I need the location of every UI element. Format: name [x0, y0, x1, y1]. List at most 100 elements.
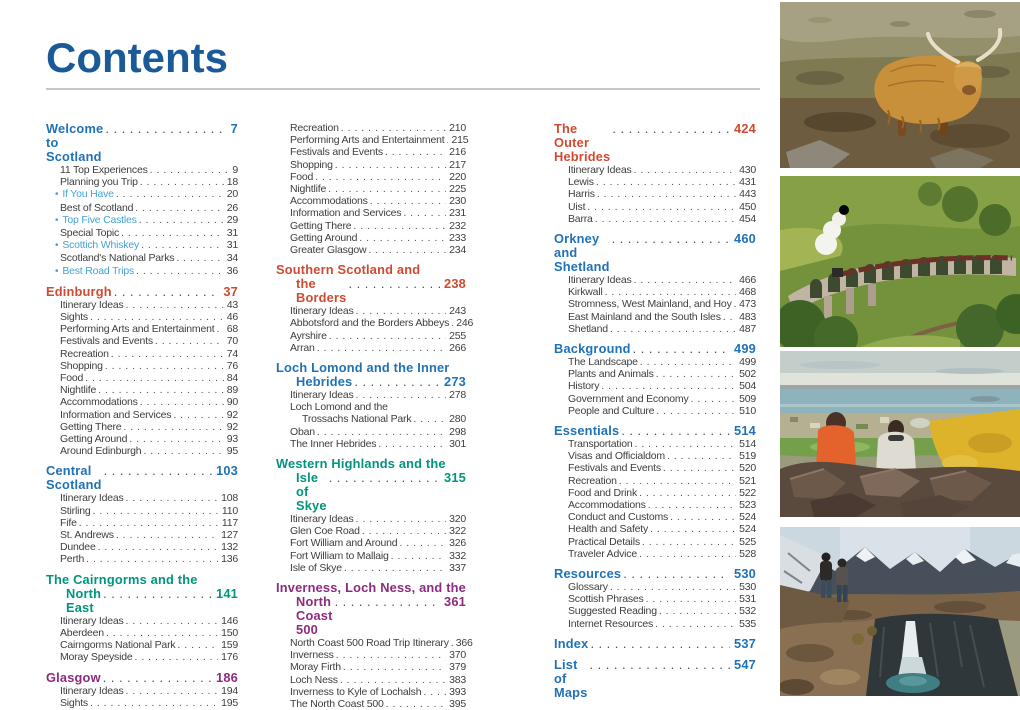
- dot-leader: [623, 567, 730, 581]
- dot-leader: [141, 239, 224, 251]
- dot-leader: [317, 342, 446, 354]
- page-number: 460: [734, 231, 756, 247]
- entry-label: Planning you Trip: [60, 176, 138, 189]
- page-number: 194: [221, 684, 238, 697]
- entry-label: Fort William and Around: [290, 537, 398, 550]
- toc-entry: Government and Economy 509: [554, 393, 756, 405]
- toc-entry-continuation: Trossachs National Park 280: [276, 413, 466, 425]
- toc-entry: Barra 454: [554, 213, 756, 225]
- page-number: 231: [449, 207, 466, 220]
- waterfall-illustration: [780, 527, 1020, 696]
- page-number: 366: [455, 637, 473, 650]
- entry-label: Plants and Animals: [568, 368, 654, 381]
- dot-leader: [135, 202, 223, 214]
- entry-label: Health and Safety: [568, 523, 649, 536]
- dot-leader: [590, 637, 730, 651]
- dot-leader: [354, 375, 440, 389]
- dot-leader: [126, 492, 219, 504]
- toc-entry: Moray Speyside 176: [46, 651, 238, 663]
- entry-label: Suggested Reading: [568, 605, 657, 618]
- page-number: 322: [449, 525, 466, 538]
- page-number: 216: [449, 146, 466, 159]
- dot-leader: [344, 562, 446, 574]
- toc-entry: Accommodations 90: [46, 396, 238, 408]
- page-number: 519: [739, 450, 756, 463]
- entry-label: Arran: [290, 341, 315, 354]
- page-number: 535: [739, 617, 756, 630]
- toc-entry: Festivals and Events 70: [46, 335, 238, 347]
- dot-leader: [634, 274, 737, 286]
- dot-leader: [317, 426, 446, 438]
- entry-label: History: [568, 380, 600, 393]
- toc-entry: Best of Scotland 26: [46, 202, 238, 214]
- section-title: North East: [66, 585, 102, 615]
- page-number: 499: [739, 356, 756, 369]
- dot-leader: [116, 529, 218, 541]
- section-title: Resources: [554, 566, 622, 582]
- dot-leader: [446, 134, 448, 146]
- toc-entry: Inverness to Kyle of Lochalsh 393: [276, 686, 466, 698]
- toc-section-heading: Resources 530: [554, 567, 756, 581]
- page-number: 520: [739, 462, 756, 475]
- page-number: 466: [739, 274, 756, 287]
- dot-leader: [639, 548, 736, 560]
- toc-entry: Traveler Advice 528: [554, 548, 756, 560]
- section-title: Background: [554, 341, 631, 357]
- toc-entry: Itinerary Ideas 243: [276, 305, 466, 317]
- page-number: 524: [739, 523, 756, 536]
- page-number: 514: [739, 438, 756, 451]
- toc-entry: Cairngorms National Park 159: [46, 639, 238, 651]
- dot-leader: [155, 335, 224, 347]
- toc-entry: Harris 443: [554, 188, 756, 200]
- page-number: 361: [444, 594, 466, 610]
- entry-label: Moray Speyside: [60, 651, 133, 664]
- toc-section-heading: the Borders 238: [276, 277, 466, 305]
- toc-section-heading: List of Maps 547: [554, 657, 756, 700]
- dot-leader: [136, 265, 224, 277]
- dot-leader: [126, 299, 224, 311]
- dot-leader: [134, 651, 218, 663]
- dot-leader: [335, 595, 440, 609]
- page-number: 103: [216, 463, 238, 479]
- page-number: 255: [449, 329, 466, 342]
- section-title: Western Highlands and the: [276, 456, 446, 472]
- toc-entry: Nightlife 225: [276, 183, 466, 195]
- section-title: the Borders: [296, 276, 347, 306]
- waterfall: [886, 621, 940, 693]
- dot-leader: [635, 438, 737, 450]
- section-title: North Coast 500: [296, 594, 333, 638]
- dot-leader: [612, 232, 730, 246]
- dot-leader: [423, 686, 446, 698]
- page-number: 531: [739, 593, 756, 606]
- toc-section-heading: Welcome to Scotland 7: [46, 122, 238, 164]
- dot-leader: [353, 220, 446, 232]
- page-number: 379: [449, 661, 466, 674]
- page-number: 230: [449, 195, 466, 208]
- toc-entry: Greater Glasgow 234: [276, 244, 466, 256]
- page-number: 186: [216, 669, 238, 685]
- dot-leader: [341, 122, 446, 134]
- toc-entry: Special Topic 31: [46, 227, 238, 239]
- entry-label: Itinerary Ideas: [568, 274, 632, 287]
- entry-label: Loch Lomond and the: [290, 401, 388, 414]
- page-number: 141: [216, 585, 238, 601]
- toc-entry: The North Coast 500 395: [276, 698, 466, 710]
- dot-leader: [121, 227, 224, 239]
- toc-entry: Plants and Animals 502: [554, 368, 756, 380]
- entry-label: Itinerary Ideas: [290, 389, 354, 402]
- dot-leader: [656, 368, 736, 380]
- toc-section-heading: Index 537: [554, 636, 756, 651]
- toc-entry: •If You Have 20: [46, 188, 238, 201]
- section-title: The Cairngorms and the: [46, 571, 198, 587]
- page-number: 43: [226, 298, 238, 311]
- toc-entry: Fife 117: [46, 517, 238, 529]
- dot-leader: [610, 323, 736, 335]
- entry-label: Around Edinburgh: [60, 445, 142, 458]
- page-number: 89: [226, 384, 238, 397]
- entry-label: Fort William to Mallaig: [290, 549, 389, 562]
- toc-column-1: Welcome to Scotland711 Top Experiences9P…: [46, 122, 238, 709]
- page-number: 450: [739, 200, 756, 213]
- dot-leader: [650, 523, 736, 535]
- dot-leader: [646, 593, 736, 605]
- page-number: 320: [449, 513, 466, 526]
